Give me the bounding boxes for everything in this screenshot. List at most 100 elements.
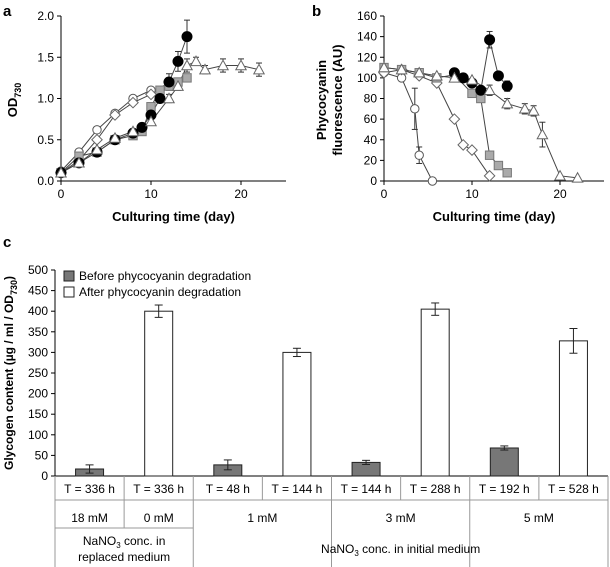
y-tick-label: 150: [28, 407, 48, 421]
y-tick-label: 80: [364, 92, 378, 106]
data-point: [502, 168, 512, 178]
legend-label-before: Before phycocyanin degradation: [79, 269, 251, 283]
y-tick-label: 0.5: [37, 133, 54, 147]
data-point: [72, 156, 86, 168]
chart-a: 0.0 0.5 1.0 1.5 2.0 0 10 20 Culturing time (day)…: [5, 9, 286, 224]
group-label: 5 mM: [524, 511, 554, 525]
data-point: [127, 96, 139, 109]
y-tick-label: 400: [28, 304, 48, 318]
series-line: [383, 72, 433, 182]
data-point: [145, 88, 157, 101]
group-label: 1 mM: [247, 511, 277, 525]
y-axis-label-part: Glycogen content (µg / ml / OD: [2, 295, 16, 470]
bar: [282, 351, 312, 477]
data-point: [457, 138, 470, 151]
group-label: 0 mM: [144, 511, 174, 525]
bar: [489, 447, 519, 477]
panel-label-a: a: [3, 3, 12, 20]
data-point: [448, 71, 461, 83]
section-label-part: NaNO: [321, 542, 354, 556]
x-tick-label: 10: [465, 187, 479, 201]
data-point: [126, 125, 140, 137]
data-point: [108, 131, 122, 143]
section-label-replaced-line-2: replaced medium: [78, 550, 170, 564]
legend-swatch-after: [63, 286, 75, 298]
x-tick-label: 20: [234, 187, 248, 201]
data-point: [483, 84, 496, 95]
x-axis-label: Culturing time (day): [433, 209, 556, 224]
data-point: [162, 92, 176, 104]
panel-label-b: b: [312, 3, 321, 20]
data-point: [216, 59, 230, 71]
y-tick-label: 0: [370, 174, 377, 188]
data-point: [492, 70, 504, 82]
y-tick-label: 0: [41, 469, 48, 483]
y-tick-label: 0.0: [37, 174, 54, 188]
y-tick-label: 2.0: [37, 9, 54, 23]
data-point: [484, 150, 495, 160]
data-point: [430, 69, 443, 81]
y-tick-label: 100: [357, 71, 377, 85]
panel-label-c: c: [3, 234, 11, 251]
y-axis-label: Glycogen content (µg / ml / OD730): [2, 276, 19, 470]
category-label: T = 144 h: [341, 482, 392, 496]
y-tick-label: 160: [357, 9, 377, 23]
group-label: 3 mM: [386, 511, 416, 525]
y-tick-label: 350: [28, 325, 48, 339]
y-tick-label: 450: [28, 284, 48, 298]
data-point: [467, 88, 477, 99]
data-point: [92, 125, 102, 135]
data-point: [571, 171, 584, 183]
y-tick-label: 100: [28, 428, 48, 442]
bar: [558, 340, 588, 477]
bar: [420, 308, 450, 477]
category-label: T = 48 h: [206, 482, 250, 496]
data-point: [377, 61, 391, 73]
y-tick-label: 500: [28, 263, 48, 277]
data-point: [252, 63, 266, 75]
y-axis-label-subscript: 730: [13, 83, 23, 98]
data-point: [553, 169, 567, 181]
data-point: [527, 104, 540, 116]
y-tick-label: 40: [364, 133, 378, 147]
data-point: [475, 84, 487, 96]
data-point: [163, 76, 175, 88]
data-point: [414, 150, 424, 160]
y-tick-label: 20: [364, 153, 378, 167]
data-point: [189, 55, 203, 67]
data-point: [493, 160, 504, 171]
chart-b: 0 20 40 60 80 100 120 140 160 0 10 20 Culturing time…: [314, 9, 604, 224]
section-label-replaced: NaNO3 conc. in: [83, 534, 166, 550]
y-axis-label-line-1: Phycocyanin: [314, 60, 329, 140]
category-label: T = 528 h: [548, 482, 599, 496]
y-axis-label-main: OD: [5, 98, 20, 118]
data-point: [484, 34, 496, 46]
data-point: [457, 72, 469, 84]
y-tick-label: 300: [28, 345, 48, 359]
section-label-part: conc. in initial medium: [359, 542, 480, 556]
data-point: [395, 63, 408, 75]
data-point: [466, 144, 478, 156]
data-point: [182, 73, 192, 83]
series-line: [383, 67, 578, 179]
data-point: [198, 63, 212, 75]
x-tick-label: 10: [144, 187, 158, 201]
legend-swatch-before: [63, 270, 75, 282]
y-axis-label-part: ): [2, 276, 16, 280]
y-tick-label: 1.5: [37, 50, 54, 64]
data-point: [90, 143, 104, 155]
y-tick-label: 60: [364, 112, 378, 126]
y-tick-label: 200: [28, 387, 48, 401]
x-tick-label: 0: [381, 187, 388, 201]
data-point: [410, 104, 420, 114]
data-point: [144, 115, 158, 127]
category-label: T = 288 h: [410, 482, 461, 496]
data-point: [54, 166, 68, 178]
category-label: T = 336 h: [64, 482, 115, 496]
data-point: [180, 59, 194, 71]
y-tick-label: 120: [357, 50, 377, 64]
chart-c: 0 50 100 150 200 250 300 350 400 450 500 Glycogen c…: [2, 263, 609, 567]
group-label: 18 mM: [71, 511, 108, 525]
x-tick-label: 20: [553, 187, 567, 201]
